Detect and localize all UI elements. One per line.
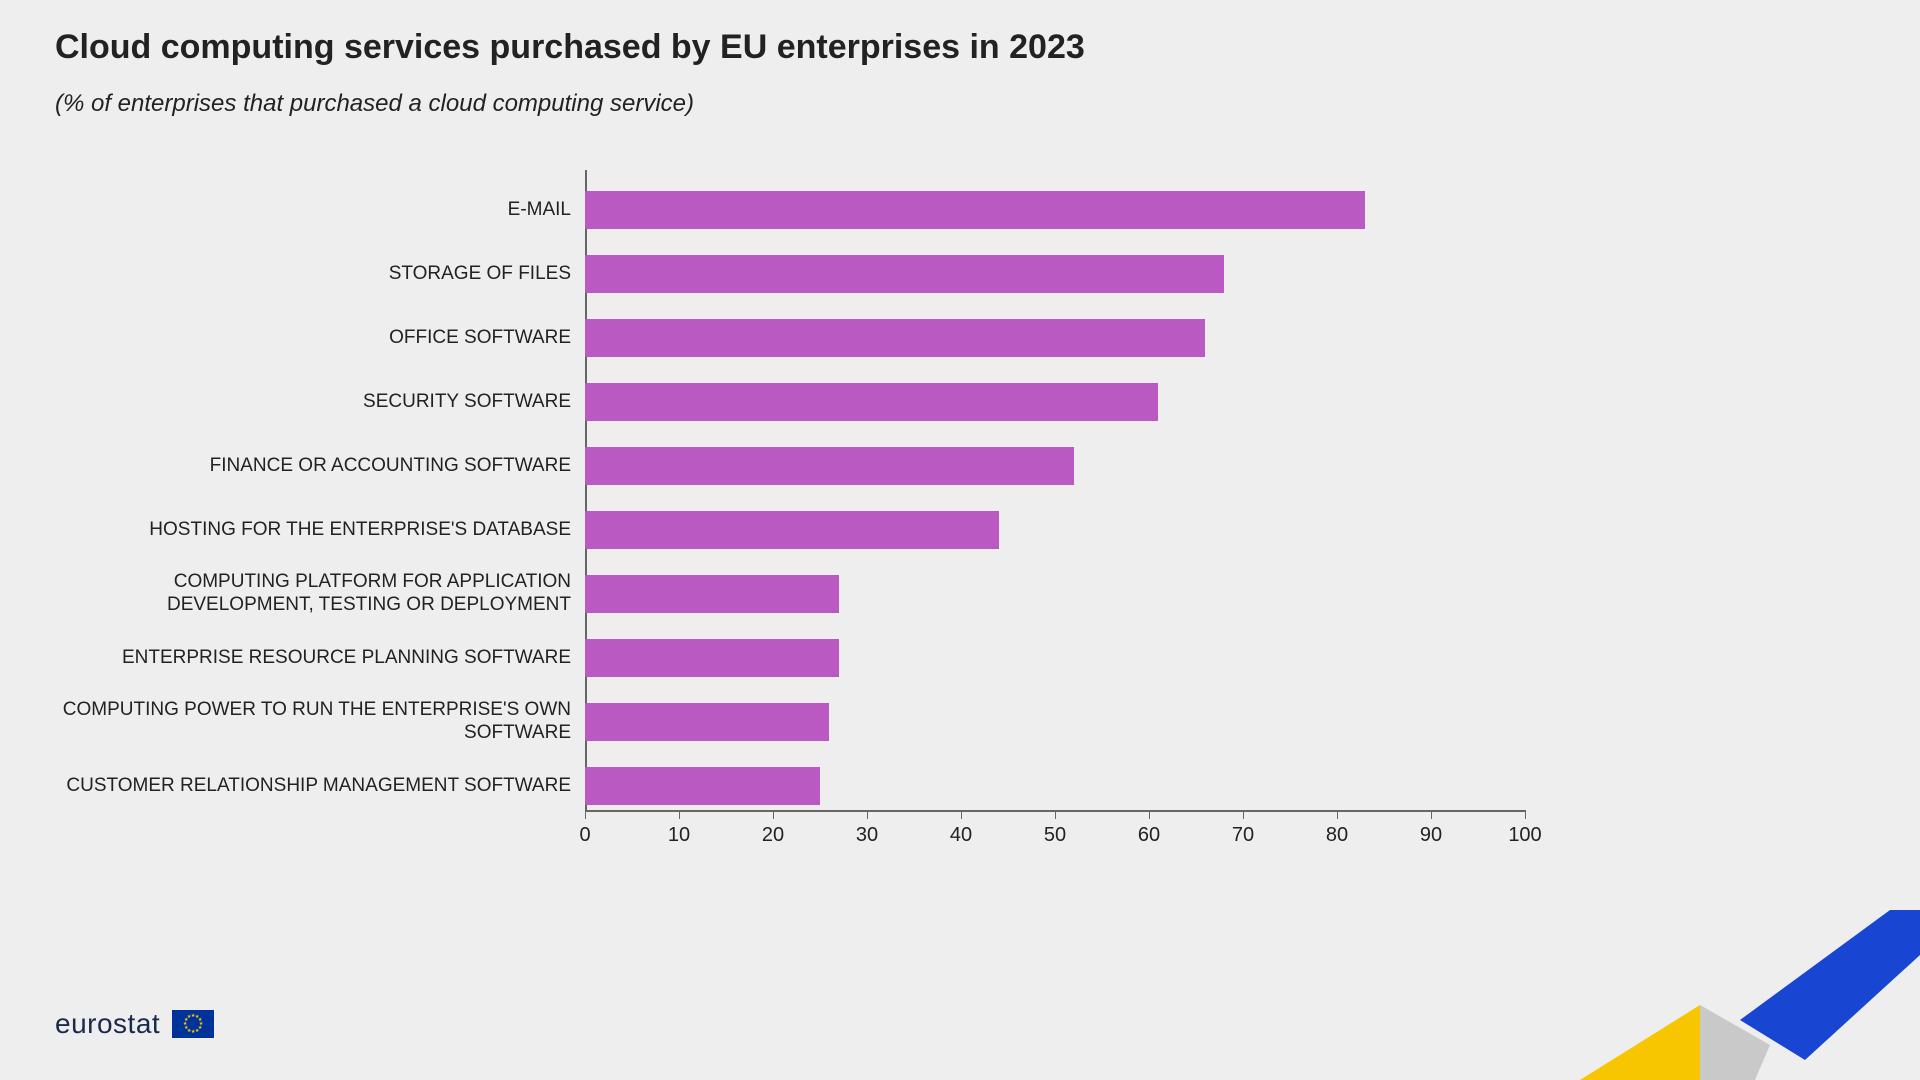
eu-flag-icon: ★★★★★★★★★★★★ <box>172 1010 214 1038</box>
chart-row: COMPUTING POWER TO RUN THE ENTERPRISE'S … <box>55 690 1525 754</box>
bar-track <box>585 754 1525 818</box>
bar <box>585 703 829 741</box>
bar-track <box>585 242 1525 306</box>
x-tick-label: 30 <box>856 824 878 847</box>
category-label: COMPUTING POWER TO RUN THE ENTERPRISE'S … <box>55 699 585 745</box>
bar <box>585 383 1158 421</box>
chart-row: COMPUTING PLATFORM FOR APPLICATION DEVEL… <box>55 562 1525 626</box>
chart-row: HOSTING FOR THE ENTERPRISE'S DATABASE <box>55 498 1525 562</box>
x-tick-label: 10 <box>668 824 690 847</box>
bar <box>585 575 839 613</box>
x-tick-label: 80 <box>1326 824 1348 847</box>
chart-row: SECURITY SOFTWARE <box>55 370 1525 434</box>
eurostat-swoosh-icon <box>1580 910 1920 1080</box>
bar <box>585 319 1205 357</box>
category-label: E-MAIL <box>55 199 585 222</box>
chart-row: E-MAIL <box>55 178 1525 242</box>
x-tick-label: 60 <box>1138 824 1160 847</box>
bar-track <box>585 626 1525 690</box>
brand-text: eurostat <box>55 1008 160 1040</box>
category-label: FINANCE OR ACCOUNTING SOFTWARE <box>55 455 585 478</box>
x-tick-label: 0 <box>579 824 590 847</box>
x-tick-mark <box>1525 810 1526 819</box>
x-tick-label: 20 <box>762 824 784 847</box>
x-tick-label: 50 <box>1044 824 1066 847</box>
chart-row: ENTERPRISE RESOURCE PLANNING SOFTWARE <box>55 626 1525 690</box>
category-label: HOSTING FOR THE ENTERPRISE'S DATABASE <box>55 519 585 542</box>
category-label: OFFICE SOFTWARE <box>55 327 585 350</box>
x-tick-label: 90 <box>1420 824 1442 847</box>
bar-track <box>585 498 1525 562</box>
bar-track <box>585 562 1525 626</box>
bar <box>585 639 839 677</box>
category-label: SECURITY SOFTWARE <box>55 391 585 414</box>
category-label: CUSTOMER RELATIONSHIP MANAGEMENT SOFTWAR… <box>55 775 585 798</box>
bar-track <box>585 370 1525 434</box>
bar-chart: 0102030405060708090100E-MAILSTORAGE OF F… <box>55 170 1525 870</box>
bar <box>585 191 1365 229</box>
chart-title: Cloud computing services purchased by EU… <box>55 28 1085 67</box>
category-label: COMPUTING PLATFORM FOR APPLICATION DEVEL… <box>55 571 585 617</box>
bar-track <box>585 178 1525 242</box>
chart-row: FINANCE OR ACCOUNTING SOFTWARE <box>55 434 1525 498</box>
chart-subtitle: (% of enterprises that purchased a cloud… <box>55 90 694 118</box>
chart-row: STORAGE OF FILES <box>55 242 1525 306</box>
chart-row: OFFICE SOFTWARE <box>55 306 1525 370</box>
bar <box>585 447 1074 485</box>
x-tick-label: 100 <box>1508 824 1541 847</box>
x-tick-label: 70 <box>1232 824 1254 847</box>
bar-track <box>585 690 1525 754</box>
bar <box>585 255 1224 293</box>
bar <box>585 511 999 549</box>
x-tick-label: 40 <box>950 824 972 847</box>
bar-track <box>585 306 1525 370</box>
category-label: ENTERPRISE RESOURCE PLANNING SOFTWARE <box>55 647 585 670</box>
bar <box>585 767 820 805</box>
bar-track <box>585 434 1525 498</box>
brand-block: eurostat ★★★★★★★★★★★★ <box>55 1008 214 1040</box>
chart-row: CUSTOMER RELATIONSHIP MANAGEMENT SOFTWAR… <box>55 754 1525 818</box>
category-label: STORAGE OF FILES <box>55 263 585 286</box>
